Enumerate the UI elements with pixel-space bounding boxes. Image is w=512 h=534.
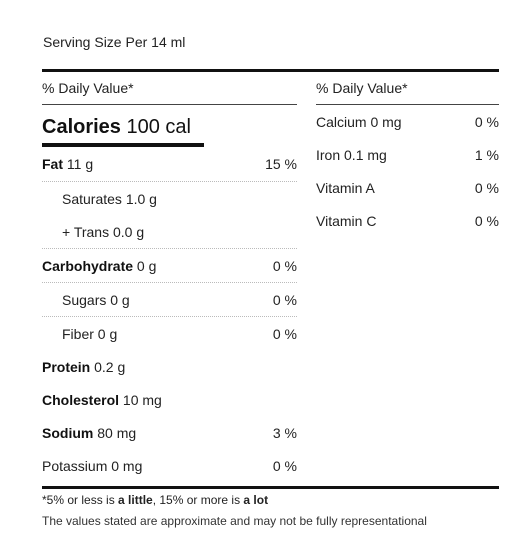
nutrient-row-carbohydrate: Carbohydrate 0 g 0 %: [42, 249, 297, 283]
vitamin-name: Vitamin C: [316, 212, 377, 229]
nutrient-name: Sodium: [42, 424, 94, 441]
vitamin-pct: 0 %: [474, 212, 499, 229]
nutrient-name: Fat: [42, 156, 63, 172]
serving-size: Serving Size Per 14 ml: [43, 34, 186, 50]
nutrient-rows: Fat 11 g 15 % Saturates 1.0 g + Trans 0.…: [42, 147, 297, 482]
vitamin-name: Vitamin A: [316, 179, 375, 196]
nutrient-amount: 10 mg: [122, 391, 162, 408]
footnote-part1: *5% or less is: [42, 493, 119, 507]
nutrient-row-fat: Fat 11 g 15 %: [42, 147, 297, 182]
nutrient-name: + Trans 0.0 g: [62, 223, 145, 240]
nutrient-name: Cholesterol: [42, 391, 120, 408]
mineral-row-calcium: Calcium 0 mg 0 %: [316, 105, 499, 138]
mineral-name: Iron 0.1 mg: [316, 146, 387, 163]
mineral-name: Calcium 0 mg: [316, 113, 402, 130]
nutrient-amount: 0.2 g: [94, 358, 126, 375]
nutrient-amount: 0 g: [136, 257, 157, 274]
nutrient-row-sodium: Sodium 80 mg 3 %: [42, 416, 297, 449]
nutrient-row-trans: + Trans 0.0 g: [42, 215, 297, 249]
nutrient-pct: 3 %: [272, 424, 297, 441]
footnote-bold1: a little: [118, 493, 153, 507]
nutrient-pct: 0 %: [272, 291, 297, 308]
calories-label: Calories: [42, 116, 121, 138]
nutrient-name: Fiber 0 g: [62, 325, 118, 342]
daily-value-header-left: % Daily Value*: [42, 72, 297, 105]
nutrition-right-column: % Daily Value* Calcium 0 mg 0 % Iron 0.1…: [316, 72, 499, 237]
nutrient-pct: 0 %: [272, 325, 297, 342]
nutrient-amount: 80 mg: [97, 424, 137, 441]
nutrient-name: Sugars 0 g: [62, 291, 130, 308]
footnote-bold2: a lot: [243, 493, 269, 507]
top-rule: [42, 69, 499, 72]
nutrient-pct: 0 %: [272, 457, 297, 474]
mineral-pct: 1 %: [474, 146, 499, 163]
nutrient-name: Potassium 0 mg: [42, 457, 143, 474]
calories-value: 100 cal: [126, 116, 192, 138]
bottom-rule: [42, 486, 499, 489]
nutrient-row-fiber: Fiber 0 g 0 %: [42, 317, 297, 350]
calories-block: Calories 100 cal: [42, 105, 297, 147]
vitamin-row-c: Vitamin C 0 %: [316, 204, 499, 237]
nutrient-pct: 15 %: [265, 156, 297, 172]
nutrient-row-cholesterol: Cholesterol 10 mg: [42, 383, 297, 416]
vitamin-row-a: Vitamin A 0 %: [316, 171, 499, 204]
disclaimer: The values stated are approximate and ma…: [42, 514, 427, 528]
calories-text: Calories 100 cal: [42, 116, 191, 139]
nutrient-row-potassium: Potassium 0 mg 0 %: [42, 449, 297, 482]
vitamin-pct: 0 %: [474, 179, 499, 196]
nutrient-name: Carbohydrate: [42, 257, 134, 274]
daily-value-footnote: *5% or less is a little, 15% or more is …: [42, 493, 268, 507]
nutrient-row-sugars: Sugars 0 g 0 %: [42, 283, 297, 317]
nutrient-row-protein: Protein 0.2 g: [42, 350, 297, 383]
nutrient-name: Saturates 1.0 g: [62, 190, 157, 207]
nutrient-amount: 11 g: [66, 156, 94, 172]
nutrition-left-column: % Daily Value* Calories 100 cal Fat 11 g…: [42, 72, 297, 482]
calories-underline: [42, 143, 204, 147]
footnote-part2: , 15% or more is: [152, 493, 244, 507]
nutrient-pct: 0 %: [272, 257, 297, 274]
daily-value-header-right: % Daily Value*: [316, 72, 499, 105]
mineral-row-iron: Iron 0.1 mg 1 %: [316, 138, 499, 171]
mineral-pct: 0 %: [474, 113, 499, 130]
nutrient-name: Protein: [42, 358, 91, 375]
nutrient-row-saturates: Saturates 1.0 g: [42, 182, 297, 215]
